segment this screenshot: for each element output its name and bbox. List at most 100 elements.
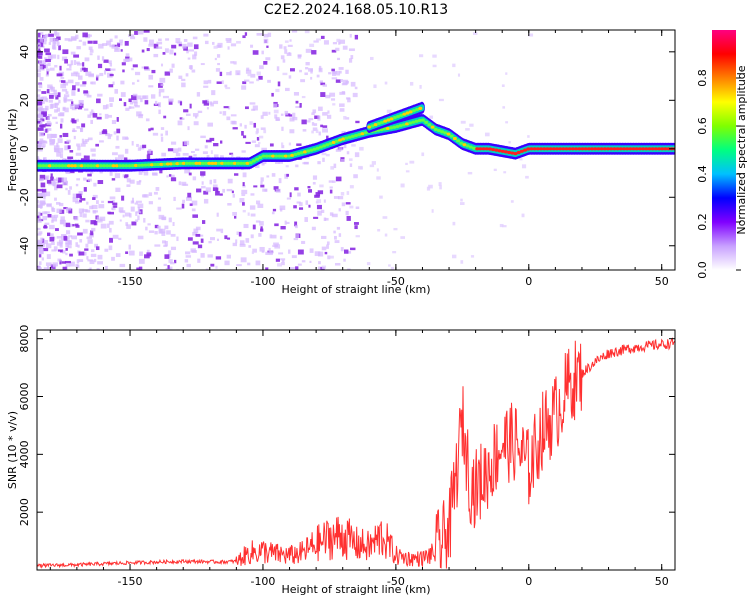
noise-speck (93, 182, 97, 187)
noise-speck (255, 200, 261, 205)
noise-speck (85, 71, 92, 76)
ridge-core (168, 162, 173, 166)
noise-speck (279, 44, 283, 49)
noise-speck (289, 39, 292, 42)
noise-speck (162, 95, 169, 99)
noise-speck (321, 152, 327, 156)
noise-speck (143, 30, 150, 33)
noise-speck (57, 92, 61, 98)
noise-speck (100, 223, 107, 229)
noise-speck (98, 43, 104, 49)
noise-speck (97, 254, 103, 260)
noise-speck (115, 253, 121, 257)
noise-speck (267, 32, 272, 37)
ridge-secondary-core (389, 117, 394, 121)
noise-speck (349, 33, 352, 38)
ridge-core (245, 161, 250, 165)
ridge-core (446, 132, 451, 136)
noise-speck (90, 253, 97, 258)
noise-speck (124, 212, 131, 217)
noise-speck (501, 84, 505, 88)
noise-speck (258, 75, 263, 80)
noise-speck (181, 181, 187, 186)
noise-speck (38, 140, 45, 144)
noise-speck (37, 69, 42, 73)
noise-speck (164, 48, 169, 53)
noise-speck (340, 247, 344, 252)
noise-speck (331, 77, 338, 80)
noise-speck (297, 54, 302, 59)
noise-speck (278, 161, 284, 164)
noise-speck (93, 40, 98, 44)
noise-speck (317, 210, 322, 216)
noise-speck (49, 236, 55, 242)
noise-speck (168, 174, 172, 177)
noise-speck (39, 77, 44, 81)
noise-speck (339, 103, 345, 107)
noise-speck (166, 230, 171, 235)
noise-speck (59, 123, 63, 129)
noise-speck (295, 106, 301, 109)
ridge-core (491, 147, 496, 152)
ridge-core (468, 145, 473, 149)
noise-speck (60, 118, 64, 123)
noise-speck (336, 38, 341, 43)
noise-speck (313, 40, 319, 43)
noise-speck (134, 30, 139, 35)
noise-speck (82, 208, 88, 212)
ridge-core (516, 150, 521, 155)
noise-speck (351, 144, 356, 147)
noise-speck (247, 262, 251, 266)
noise-speck (452, 221, 456, 226)
ridge-core (162, 162, 167, 166)
noise-speck (124, 148, 129, 154)
noise-speck (40, 192, 46, 198)
noise-speck (37, 215, 40, 219)
noise-speck (96, 98, 101, 104)
noise-speck (38, 211, 41, 217)
ridge-core (191, 161, 196, 165)
noise-speck (45, 74, 49, 77)
noise-speck (200, 253, 205, 258)
noise-speck (46, 128, 52, 131)
ridge-core (296, 151, 301, 156)
noise-speck (232, 211, 237, 216)
noise-speck (51, 92, 58, 97)
noise-speck (330, 166, 335, 170)
noise-speck (112, 202, 118, 206)
ridge-core (408, 121, 413, 125)
noise-speck (280, 113, 284, 116)
noise-speck (325, 153, 330, 157)
ridge-core (92, 164, 97, 168)
noise-speck (188, 49, 195, 52)
ridge-core (347, 135, 352, 139)
noise-speck (347, 268, 351, 270)
ridge-core (194, 161, 199, 165)
noise-speck (343, 258, 346, 262)
noise-speck (114, 35, 118, 39)
noise-speck (160, 133, 163, 137)
noise-speck (39, 37, 44, 42)
noise-speck (42, 145, 45, 149)
noise-speck (405, 170, 410, 173)
ridge-core (223, 161, 228, 165)
ridge-core (165, 162, 170, 166)
noise-speck (38, 247, 42, 253)
noise-speck (131, 95, 137, 100)
noise-speck (390, 266, 394, 270)
spectrogram-y-axis-label: Frequency (Hz) (6, 109, 19, 192)
noise-speck (286, 52, 292, 57)
noise-speck (55, 228, 59, 232)
noise-speck (157, 206, 162, 212)
noise-speck (39, 174, 46, 180)
noise-speck (283, 46, 287, 50)
noise-speck (263, 61, 268, 65)
noise-speck (276, 66, 280, 71)
noise-speck (86, 34, 92, 37)
noise-speck (131, 68, 134, 71)
noise-speck (116, 135, 119, 141)
ridge-core (143, 163, 148, 167)
noise-speck (39, 178, 44, 181)
noise-speck (265, 57, 271, 61)
noise-speck (77, 145, 81, 151)
